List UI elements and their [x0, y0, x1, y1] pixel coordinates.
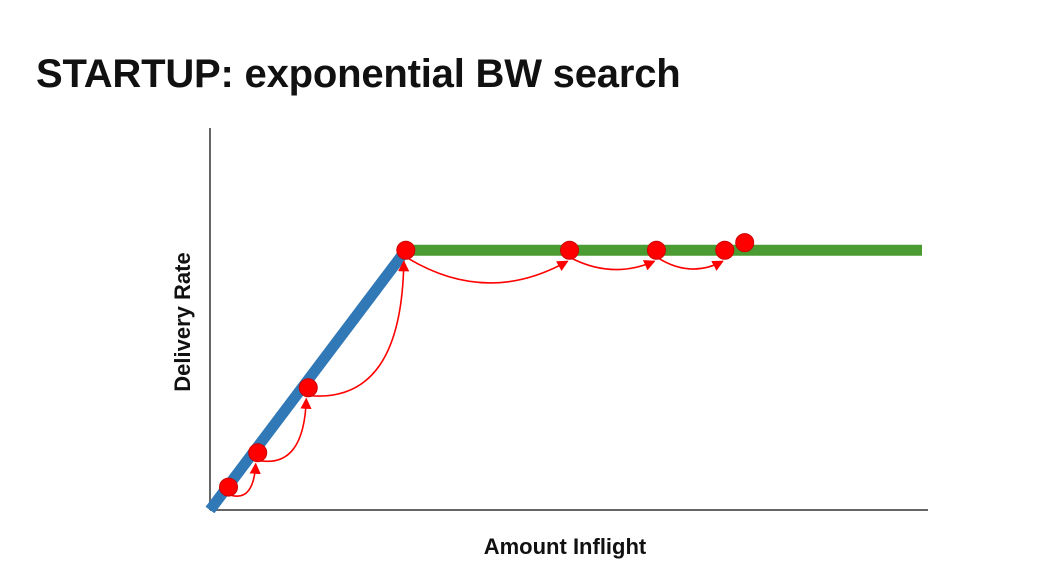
probe-point: [248, 443, 268, 463]
probe-arrow: [310, 260, 410, 397]
probe-arrow: [571, 257, 656, 271]
probe-point: [219, 477, 239, 497]
probe-point: [735, 233, 755, 253]
arrow-layer: [230, 257, 724, 497]
slide-title: STARTUP: exponential BW search: [36, 52, 681, 96]
probe-arrow: [259, 397, 312, 463]
probe-point: [298, 378, 318, 398]
probe-point: [396, 240, 416, 260]
probe-point: [715, 240, 735, 260]
probe-arrow: [658, 257, 724, 271]
probe-arrow: [230, 462, 261, 497]
x-axis-label: Amount Inflight: [484, 534, 647, 559]
probe-point: [560, 240, 580, 260]
point-layer: [219, 233, 755, 497]
probe-arrow: [407, 257, 569, 284]
y-axis-label: Delivery Rate: [170, 252, 195, 391]
probe-point: [646, 240, 666, 260]
axes: [209, 128, 928, 511]
series-layer: [205, 244, 922, 514]
